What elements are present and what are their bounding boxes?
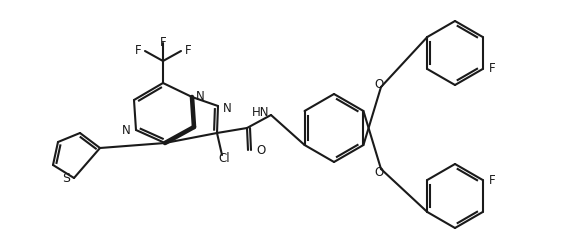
Text: N: N	[122, 123, 131, 136]
Text: N: N	[223, 101, 232, 114]
Text: O: O	[374, 165, 383, 178]
Text: HN: HN	[252, 106, 269, 119]
Text: O: O	[374, 77, 383, 90]
Text: S: S	[62, 172, 70, 185]
Text: F: F	[160, 37, 166, 50]
Text: O: O	[256, 143, 265, 156]
Text: F: F	[185, 45, 191, 58]
Text: Cl: Cl	[218, 152, 230, 165]
Text: F: F	[489, 173, 495, 186]
Text: N: N	[196, 90, 205, 104]
Text: F: F	[135, 45, 141, 58]
Text: F: F	[489, 63, 495, 76]
